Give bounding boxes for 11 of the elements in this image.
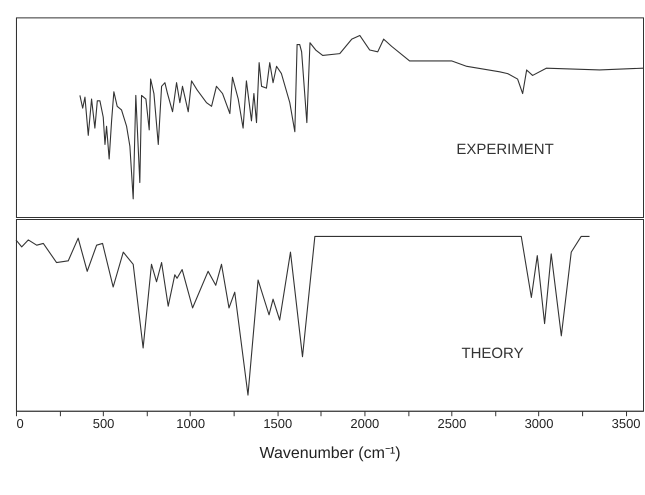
x-tick-label: 2000 (350, 416, 380, 432)
x-tick-label: 500 (92, 416, 114, 432)
x-axis-title: Wavenumber (cm⁻¹) (259, 445, 401, 462)
text: THEORY (461, 345, 524, 362)
x-tick-label: 1500 (263, 416, 292, 432)
x-tick-label: 3500 (612, 416, 641, 432)
text: EXPERIMENT (456, 141, 554, 158)
x-tick-label: 1000 (176, 416, 206, 432)
x-tick-label: 3000 (524, 416, 554, 432)
x-tick-label: 2500 (437, 416, 466, 432)
x-tick-label: 0 (16, 416, 24, 432)
